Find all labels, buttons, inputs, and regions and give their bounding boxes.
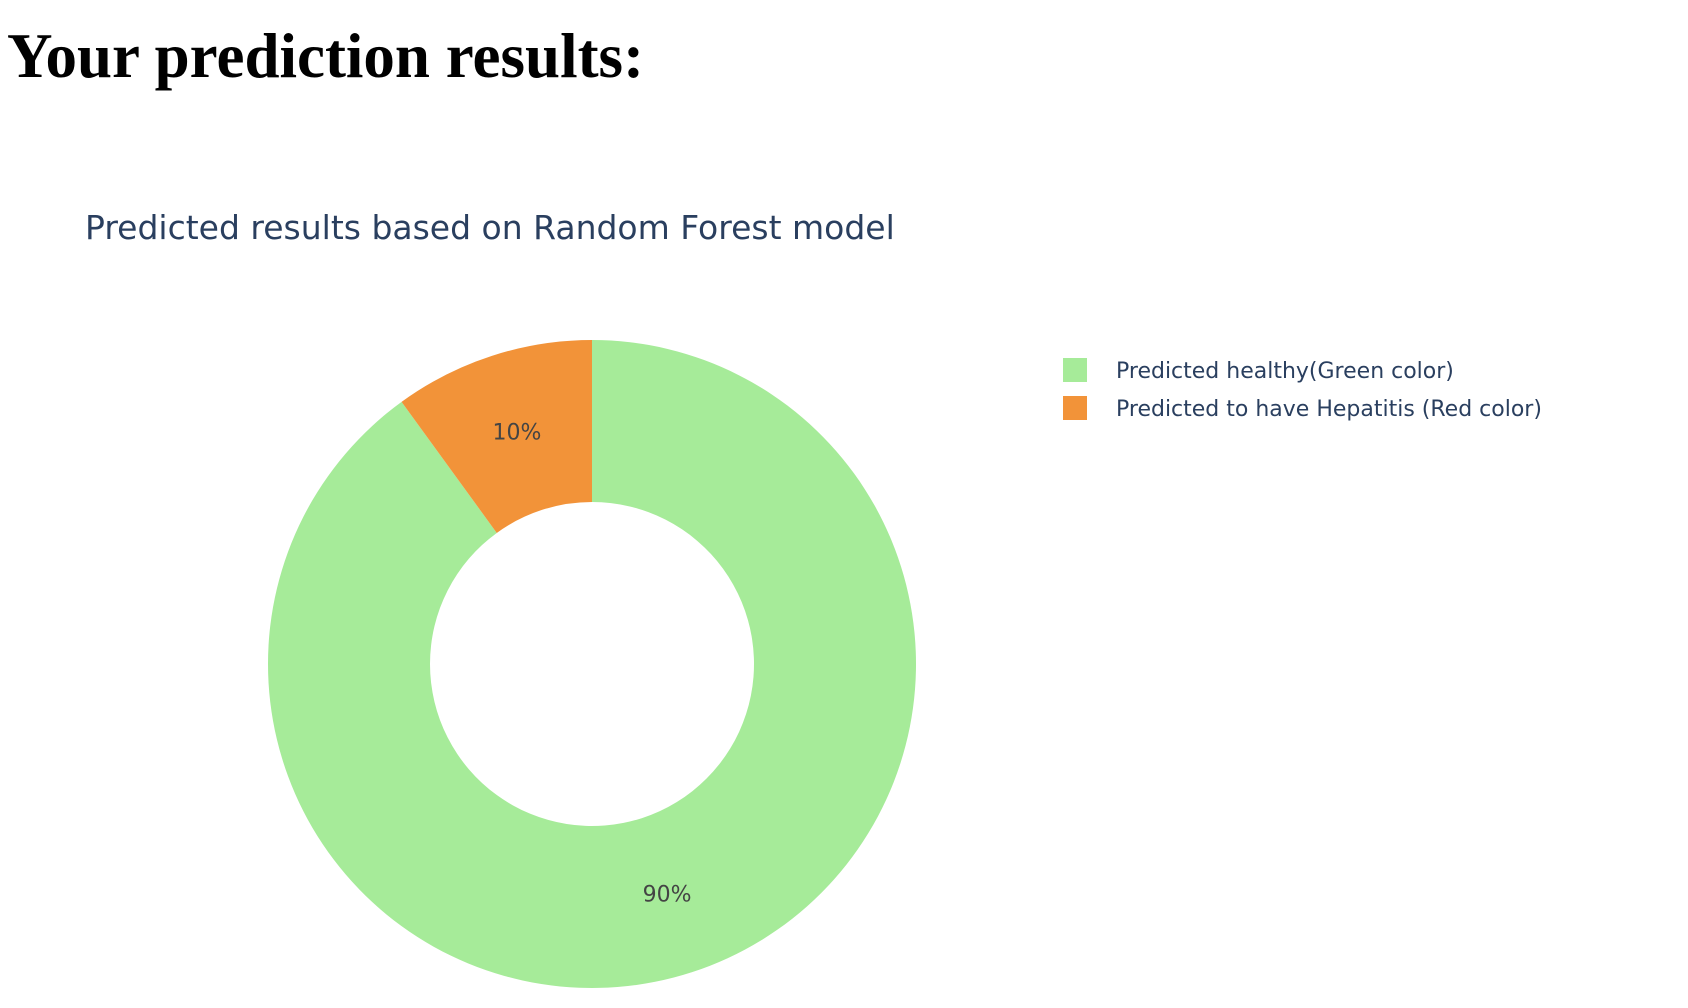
slice-label-1: 10% xyxy=(492,420,541,445)
page-heading: Your prediction results: xyxy=(7,21,645,91)
legend-swatch-hepatitis xyxy=(1063,396,1087,420)
chart-slices xyxy=(268,340,916,988)
chart-title: Predicted results based on Random Forest… xyxy=(85,208,895,247)
legend-label-healthy: Predicted healthy(Green color) xyxy=(1116,359,1454,384)
slice-1[interactable] xyxy=(401,340,592,533)
legend-swatch-healthy xyxy=(1063,358,1087,382)
slice-0[interactable] xyxy=(268,340,916,988)
legend-item-hepatitis[interactable]: Predicted to have Hepatitis (Red color) xyxy=(1063,396,1542,422)
chart-slice-labels: 90% 10% xyxy=(492,420,691,907)
legend-label-hepatitis: Predicted to have Hepatitis (Red color) xyxy=(1116,397,1542,422)
legend-item-healthy[interactable]: Predicted healthy(Green color) xyxy=(1063,358,1454,384)
chart-legend: Predicted healthy(Green color) Predicted… xyxy=(1063,358,1542,422)
slice-label-0: 90% xyxy=(643,883,692,908)
